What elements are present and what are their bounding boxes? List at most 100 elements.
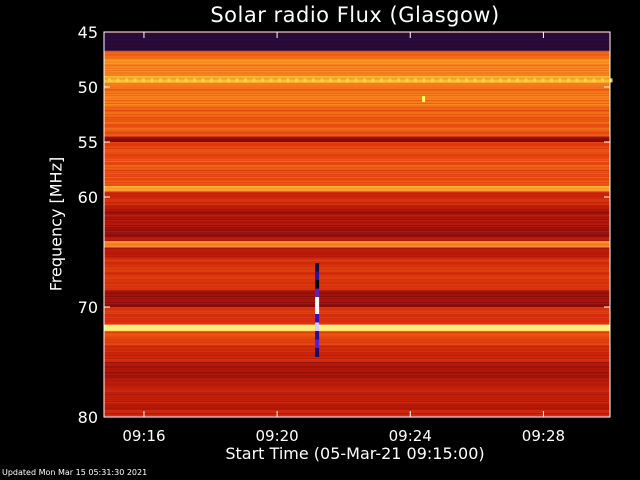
heatmap-band-row [104,352,610,354]
heatmap-band-row [104,167,610,169]
heatmap-band-row [104,371,610,374]
interference-dot [210,78,213,83]
heatmap-band-row [104,203,610,205]
heatmap-band-row [104,256,610,259]
y-tick-label: 55 [78,133,98,152]
heatmap-band-row [104,159,610,161]
heatmap-band-row [104,228,610,230]
heatmap-band-row [104,177,610,179]
heatmap-band-row [104,307,610,309]
burst-spike-segment [315,339,320,349]
heatmap-band-row [104,81,610,84]
heatmap-band-row [104,327,610,329]
heatmap-band-row [104,273,610,276]
heatmap-band-row [104,175,610,177]
interference-dot [609,78,613,83]
heatmap-band-row [104,276,610,279]
heatmap-band-row [104,109,610,111]
heatmap-band-row [104,308,610,311]
heatmap-band-row [104,48,610,51]
heatmap-band-row [104,290,610,293]
heatmap-band-row [104,58,610,61]
heatmap-band-row [104,124,610,127]
heatmap-band-row [104,316,610,319]
interference-dot [397,78,400,83]
interference-dot [295,78,298,83]
heatmap-band-row [104,187,610,190]
heatmap-band-row [104,250,610,253]
heatmap-band-row [104,374,610,377]
heatmap-band-row [104,239,610,241]
heatmap-band-row [104,262,610,265]
heatmap-band-row [104,350,610,352]
interference-dot [312,78,315,83]
heatmap-band-row [104,356,610,358]
heatmap-band-row [104,249,610,252]
interference-dot [235,78,239,83]
chart-title: Solar radio Flux (Glasgow) [210,3,500,27]
heatmap-band-row [104,126,610,129]
interference-dot [133,78,137,83]
heatmap-band-row [104,32,610,34]
heatmap-band-row [104,46,610,49]
heatmap-band-row [104,248,610,251]
heatmap-band-row [104,130,610,133]
interference-dot [567,78,570,83]
heatmap-band-row [104,401,610,403]
heatmap-band-row [104,210,610,212]
heatmap-band-row [104,312,610,315]
heatmap-band-row [104,125,610,128]
heatmap-band-row [104,413,610,415]
heatmap-band-row [104,127,610,130]
heatmap-band-row [104,300,610,302]
heatmap-band-row [104,294,610,296]
heatmap-band-row [104,242,610,245]
heatmap-band-row [104,53,610,56]
heatmap-band-row [104,47,610,50]
interference-dot [150,78,154,83]
heatmap-band-row [104,114,610,117]
heatmap-band-row [104,295,610,297]
heatmap-band-row [104,354,610,356]
interference-dot [431,78,434,83]
heatmap-band-row [104,282,610,285]
heatmap-band-row [104,138,610,140]
heatmap-band-row [104,82,610,85]
heatmap-band-row [104,288,610,291]
interference-dot [592,78,596,83]
heatmap-band-row [104,141,610,143]
y-tick-label: 60 [78,188,98,207]
burst-marks [315,96,426,357]
heatmap-band-row [104,347,610,350]
heatmap-band-row [104,222,610,224]
heatmap-band-row [104,69,610,71]
heatmap-band-row [104,394,610,396]
heatmap-band-row [104,408,610,410]
interference-dot [601,78,604,83]
interference-dot [346,78,349,83]
heatmap-band-row [104,345,610,348]
heatmap-band-row [104,202,610,204]
heatmap-band-row [104,217,610,219]
heatmap-band-row [104,166,610,168]
interference-dot [269,78,273,83]
heatmap-band-row [104,254,610,257]
heatmap-band-row [104,221,610,223]
heatmap-band-row [104,410,610,412]
interference-dot [354,78,358,83]
heatmap-band-row [104,62,610,64]
heatmap-band-row [104,110,610,113]
bright-spot [422,96,426,103]
heatmap-band-row [104,385,610,387]
heatmap-band-row [104,243,610,246]
heatmap-band-row [104,49,610,52]
heatmap-band-row [104,319,610,322]
heatmap-band-row [104,404,610,406]
heatmap-band-row [104,186,610,189]
heatmap-band-row [104,289,610,292]
heatmap-band-row [104,277,610,280]
heatmap-band-row [104,39,610,42]
heatmap-band-row [104,266,610,269]
heatmap-band-row [104,399,610,401]
